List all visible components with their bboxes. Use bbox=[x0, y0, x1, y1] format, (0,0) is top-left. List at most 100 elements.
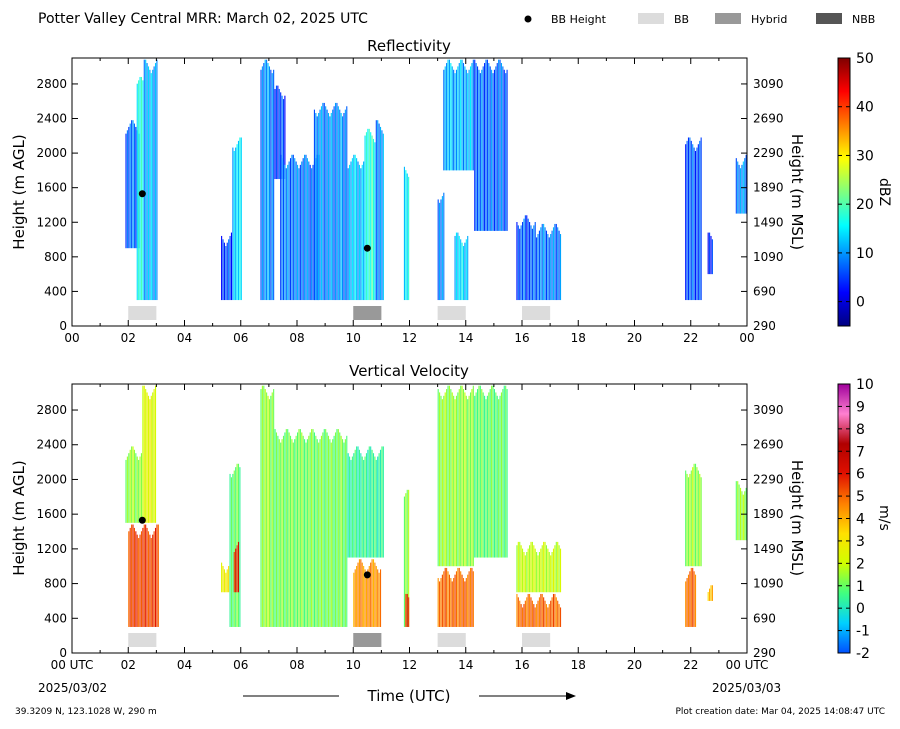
reflectivity-echo-cell bbox=[295, 161, 297, 301]
velocity-echo-cell bbox=[448, 385, 450, 567]
velocity-echo-cell bbox=[742, 494, 744, 541]
velocity-echo bbox=[437, 385, 474, 567]
velocity-colorbar-tick-label: 4 bbox=[856, 512, 865, 528]
velocity-echo-cell bbox=[557, 541, 559, 593]
velocity-echo-cell bbox=[143, 524, 145, 627]
velocity-colorbar-tick-label: 1 bbox=[856, 579, 865, 595]
reflectivity-echo-cell bbox=[312, 164, 314, 301]
velocity-echo-cell bbox=[437, 389, 439, 567]
reflectivity-echo-cell bbox=[440, 199, 442, 301]
reflectivity-echo-cell bbox=[129, 123, 131, 249]
velocity-echo-cell bbox=[263, 385, 265, 627]
velocity-echo-cell bbox=[372, 453, 375, 558]
reflectivity-echo-cell bbox=[292, 154, 294, 301]
velocity-echo-cell bbox=[744, 491, 746, 541]
reflectivity-echo-cell bbox=[319, 109, 321, 301]
velocity-colorbar-tick-label: 0 bbox=[856, 601, 865, 617]
reflectivity-echo-cell bbox=[375, 120, 377, 301]
reflectivity-echo-cell bbox=[313, 109, 315, 301]
reflectivity-echo-cell bbox=[236, 144, 238, 301]
reflectivity-echo-cell bbox=[305, 154, 307, 301]
velocity-echo-cell bbox=[545, 545, 548, 593]
reflectivity-echo-cell bbox=[531, 228, 533, 301]
reflectivity-echo-cell bbox=[360, 168, 362, 301]
reflectivity-echo-cell bbox=[280, 154, 282, 301]
velocity-echo-cell bbox=[370, 446, 372, 558]
velocity-echo bbox=[405, 593, 410, 627]
reflectivity-echo-cell bbox=[502, 66, 504, 231]
velocity-colorbar-tick-label: 3 bbox=[856, 534, 865, 550]
reflectivity-bb-period-bb bbox=[437, 306, 466, 320]
velocity-echo-cell bbox=[266, 392, 268, 627]
velocity-echo-cell bbox=[547, 548, 549, 593]
velocity-echo-cell bbox=[690, 470, 692, 567]
velocity-y-tick-label: 2000 bbox=[36, 472, 67, 486]
velocity-echo-cell bbox=[140, 453, 143, 523]
velocity-echo-cell bbox=[526, 552, 528, 593]
velocity-echo-cell bbox=[533, 604, 535, 627]
reflectivity-echo-cell bbox=[468, 69, 470, 171]
velocity-echo-cell bbox=[346, 435, 348, 627]
velocity-echo-cell bbox=[360, 559, 362, 627]
velocity-echo-cell bbox=[520, 545, 522, 593]
velocity-echo-cell bbox=[277, 435, 279, 627]
velocity-echo-cell bbox=[457, 567, 459, 627]
reflectivity-echo bbox=[260, 59, 275, 301]
velocity-echo-cell bbox=[499, 395, 501, 558]
velocity-y2-label: Height (m MSL) bbox=[788, 460, 806, 576]
velocity-echo-cell bbox=[294, 439, 296, 627]
reflectivity-echo-cell bbox=[291, 154, 293, 301]
velocity-echo-cell bbox=[126, 456, 128, 523]
velocity-echo-cell bbox=[474, 395, 476, 558]
velocity-echo-cell bbox=[468, 395, 470, 567]
velocity-bb-height-marker bbox=[363, 571, 371, 579]
velocity-echo-cell bbox=[344, 439, 346, 627]
velocity-echo-cell bbox=[232, 473, 234, 627]
velocity-echo-cell bbox=[460, 385, 462, 567]
velocity-echo-cell bbox=[358, 449, 360, 558]
velocity-echo-cell bbox=[550, 600, 552, 627]
reflectivity-echo-cell bbox=[526, 215, 528, 301]
velocity-echo-cell bbox=[281, 439, 283, 627]
reflectivity-echo-cell bbox=[453, 69, 455, 171]
reflectivity-echo-cell bbox=[462, 246, 465, 301]
reflectivity-bb-period-bb bbox=[522, 306, 551, 320]
reflectivity-echo-cell bbox=[282, 161, 285, 301]
reflectivity-echo bbox=[685, 137, 702, 301]
velocity-echo-cell bbox=[710, 585, 712, 601]
time-axis-title: Time (UTC) bbox=[243, 687, 576, 705]
velocity-echo-cell bbox=[693, 571, 695, 627]
velocity-echo-cell bbox=[274, 429, 276, 627]
velocity-echo-cell bbox=[559, 548, 562, 593]
velocity-colorbar-tick-label: 2 bbox=[856, 556, 865, 572]
velocity-y-tick-label: 800 bbox=[44, 577, 67, 591]
velocity-echo-cell bbox=[403, 496, 405, 627]
reflectivity-echo-cell bbox=[505, 73, 507, 231]
reflectivity-echo-cell bbox=[128, 126, 130, 249]
reflectivity-echo-cell bbox=[138, 80, 140, 301]
reflectivity-bb-height-marker bbox=[363, 244, 371, 252]
velocity-echo bbox=[516, 593, 562, 627]
reflectivity-echo-cell bbox=[264, 59, 266, 301]
velocity-echo-cell bbox=[523, 552, 525, 593]
reflectivity-echo-cell bbox=[467, 73, 469, 171]
reflectivity-echo-cell bbox=[479, 73, 481, 231]
velocity-echo-cell bbox=[541, 593, 543, 627]
velocity-echo-cell bbox=[458, 389, 460, 567]
reflectivity-echo-cell bbox=[739, 168, 742, 214]
reflectivity-echo-cell bbox=[454, 235, 456, 301]
velocity-echo-cell bbox=[146, 527, 148, 627]
reflectivity-echo-cell bbox=[139, 76, 141, 301]
velocity-echo-cell bbox=[261, 385, 263, 627]
reflectivity-echo-cell bbox=[557, 227, 559, 301]
figure-title: Potter Valley Central MRR: March 02, 202… bbox=[38, 11, 368, 27]
velocity-echo-cell bbox=[351, 456, 353, 558]
velocity-echo-cell bbox=[371, 559, 373, 627]
velocity-echo-cell bbox=[472, 571, 474, 627]
velocity-echo-cell bbox=[739, 487, 742, 541]
velocity-echo-cell bbox=[447, 385, 449, 567]
reflectivity-panel: Reflectivity 00 02 04 06 08 10 12 14 16 18 20 22 000… bbox=[10, 37, 892, 345]
reflectivity-y-tick-label: 1200 bbox=[36, 215, 67, 229]
reflectivity-echo-cell bbox=[735, 158, 737, 214]
velocity-echo-cell bbox=[308, 435, 310, 627]
